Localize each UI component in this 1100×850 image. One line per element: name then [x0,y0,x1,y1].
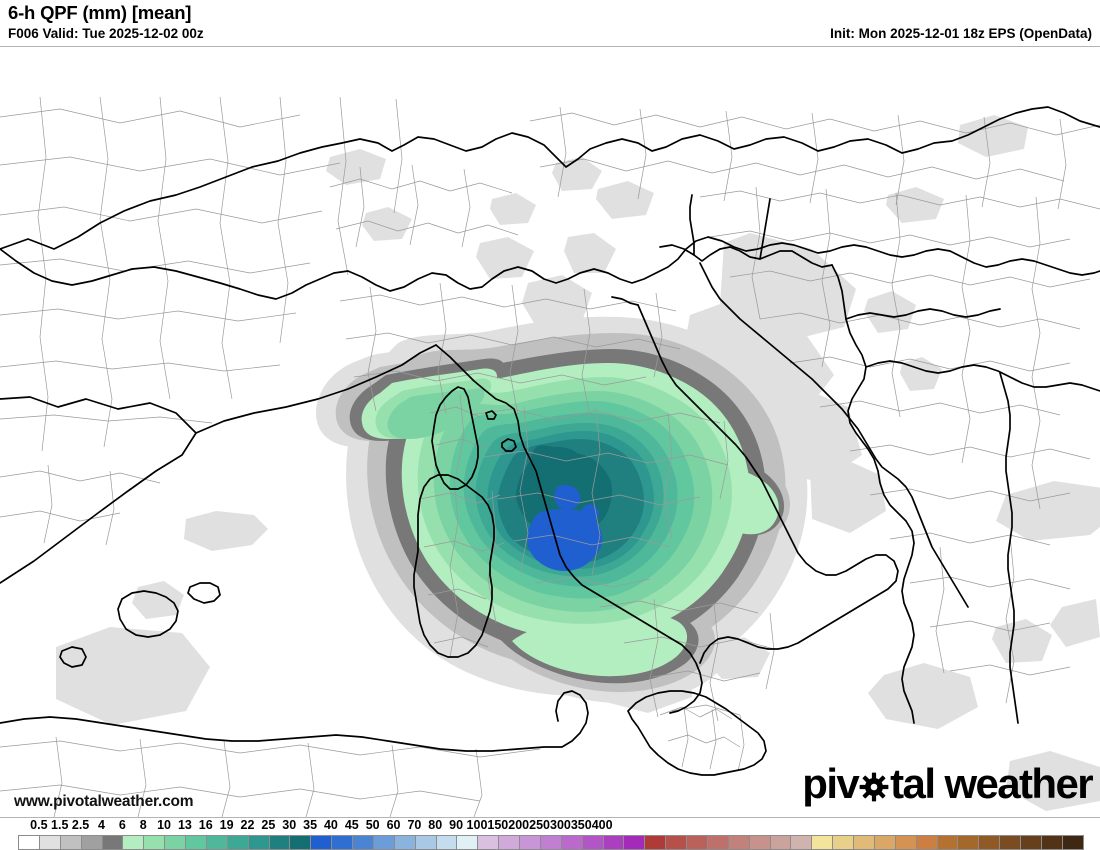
colorbar-tick-label: 10 [157,818,171,832]
pivotal-weather-logo: piv [802,760,1093,807]
colorbar-tick-label: 1.5 [51,818,69,832]
colorbar-tick-label: 25 [261,818,276,832]
colorbar-swatch [123,836,145,849]
colorbar-swatch [561,836,583,849]
colorbar-swatch [979,836,1001,849]
colorbar-swatch [624,836,646,849]
colorbar-swatch [958,836,980,849]
map-header: 6-h QPF (mm) [mean] F006 Valid: Tue 2025… [0,0,1100,46]
colorbar-swatch [937,836,959,849]
colorbar-swatch [707,836,729,849]
colorbar-tick-label: 2.5 [71,818,90,832]
colorbar-swatch [290,836,312,849]
colorbar-tick-label: 60 [386,818,401,832]
colorbar-tick-label: 250 [529,818,550,832]
colorbar-swatch [603,836,625,849]
colorbar-tick-label: 0.5 [30,818,48,832]
colorbar-swatch [540,836,562,849]
colorbar-tick-label: 80 [428,818,443,832]
colorbar-swatch [436,836,458,849]
colorbar-swatch [895,836,917,849]
precip-band-30 [527,485,603,571]
colorbar-tick-label: 45 [344,818,359,832]
colorbar-swatch [1041,836,1063,849]
colorbar-swatch [645,836,667,849]
colorbar-tick-label: 300 [549,818,571,832]
map-svg [0,96,1100,817]
colorbar-swatch [791,836,813,849]
colorbar-tick-label: 35 [303,818,318,832]
colorbar-swatch [749,836,771,849]
colorbar-swatch [874,836,896,849]
colorbar-swatch [666,836,687,849]
colorbar-swatch [186,836,207,849]
colorbar-swatches [18,835,1084,850]
colorbar-swatch [60,836,82,849]
colorbar-swatch [332,836,353,849]
colorbar-tick-label: 350 [570,818,592,832]
colorbar-tick-label: 70 [407,818,422,832]
colorbar-tick-label: 6 [118,818,126,832]
init-time-label: Init: Mon 2025-12-01 18z EPS (OpenData) [830,26,1092,41]
colorbar: 0.5 1.5 2.5 4 6 8 10 13 16 19 22 25 30 35 40 45 50 60 70 80… [0,818,1100,850]
colorbar-swatch [478,836,500,849]
valid-time-label: F006 Valid: Tue 2025-12-02 00z [8,26,204,41]
colorbar-swatch [582,836,604,849]
colorbar-swatch [728,836,750,849]
colorbar-tick-label: 22 [240,818,255,832]
colorbar-tick-label: 200 [508,818,530,832]
colorbar-swatch [269,836,291,849]
colorbar-tick-label: 400 [591,818,613,832]
colorbar-swatch [165,836,186,849]
precip-contour-field [56,115,1100,811]
colorbar-swatch [227,836,249,849]
colorbar-swatch [394,836,416,849]
colorbar-tick-label: 40 [323,818,338,832]
colorbar-tick-label: 4 [97,818,105,832]
colorbar-swatch [1021,836,1042,849]
site-url-watermark: www.pivotalweather.com [14,793,194,810]
map-canvas[interactable]: www.pivotalweather.com piv [0,46,1100,818]
colorbar-swatch [916,836,938,849]
colorbar-swatch [1000,836,1021,849]
colorbar-swatch [81,836,103,849]
colorbar-swatch [812,836,834,849]
gear-icon [859,772,889,802]
colorbar-swatch [144,836,166,849]
colorbar-swatch [770,836,792,849]
country-boundaries [0,106,1100,776]
colorbar-tick-label: 30 [282,818,297,832]
logo-text-part1: piv [802,760,859,807]
colorbar-swatch [39,836,61,849]
colorbar-swatch [1062,836,1083,849]
colorbar-tick-label: 100 [466,818,488,832]
colorbar-tick-label: 90 [449,818,464,832]
colorbar-swatch [102,836,124,849]
colorbar-swatch [499,836,520,849]
logo-text-part2: tal weather [890,760,1093,807]
colorbar-tick-label: 150 [487,818,509,832]
colorbar-swatch [415,836,437,849]
colorbar-tick-label: 19 [219,818,234,832]
colorbar-swatch [457,836,479,849]
colorbar-swatch [687,836,708,849]
colorbar-swatch [854,836,875,849]
colorbar-swatch [311,836,333,849]
colorbar-swatch [373,836,395,849]
colorbar-tick-label: 16 [198,818,213,832]
colorbar-swatch [520,836,541,849]
colorbar-tick-label: 8 [139,818,147,832]
colorbar-swatch [19,836,40,849]
colorbar-tick-labels: 0.5 1.5 2.5 4 6 8 10 13 16 19 22 25 30 35 40 45 50 60 70 80… [0,818,1100,834]
colorbar-swatch [353,836,374,849]
colorbar-swatch [248,836,270,849]
colorbar-swatch [206,836,228,849]
colorbar-tick-label: 50 [365,818,380,832]
admin-boundaries [0,96,1100,817]
colorbar-tick-label: 13 [177,818,192,832]
colorbar-swatch [833,836,854,849]
page-title: 6-h QPF (mm) [mean] [8,2,192,23]
